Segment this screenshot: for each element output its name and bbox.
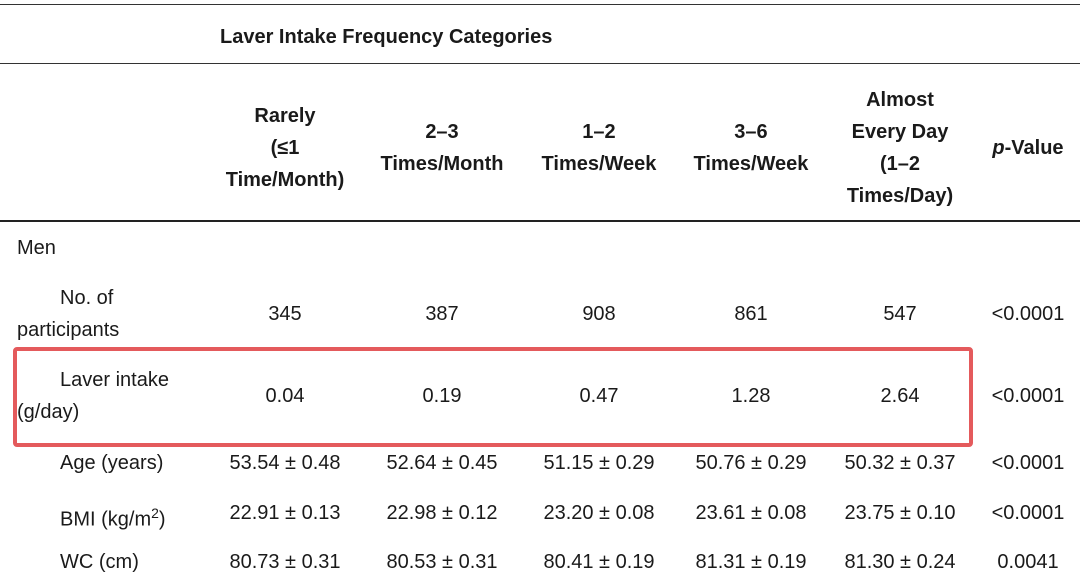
cell: 861 (734, 303, 768, 325)
cell: 0.19 (422, 385, 462, 407)
cell: 23.20 ± 0.08 (543, 502, 655, 524)
pvalue-cell: <0.0001 (991, 502, 1065, 524)
cell: 22.98 ± 0.12 (386, 502, 498, 524)
header-col-almost-every-day: Almost Every Day (1–2 Times/Day) (846, 89, 954, 207)
pvalue-cell: <0.0001 (991, 303, 1065, 325)
top-rule (0, 4, 1080, 5)
cell: 81.30 ± 0.24 (844, 551, 956, 573)
caption-title: Laver Intake Frequency Categories (220, 26, 553, 48)
cell: 908 (582, 303, 616, 325)
cell: 50.76 ± 0.29 (695, 452, 807, 474)
cell: 51.15 ± 0.29 (543, 452, 655, 474)
cell: 2.64 (880, 385, 920, 407)
header-col-rarely: Rarely (≤1 Time/Month) (225, 105, 345, 191)
row-label: BMI (kg/m2) (60, 505, 166, 531)
cell: 53.54 ± 0.48 (229, 452, 341, 474)
cell: 547 (883, 303, 917, 325)
cell: 81.31 ± 0.19 (695, 551, 807, 573)
section-label-men: Men (17, 237, 56, 259)
cell: 50.32 ± 0.37 (844, 452, 956, 474)
cell: 80.53 ± 0.31 (386, 551, 498, 573)
header-col-1-2-week: 1–2 Times/Week (541, 121, 657, 175)
header-col-pvalue: p-Value (992, 137, 1064, 159)
cell: 1.28 (731, 385, 771, 407)
cell: 387 (425, 303, 459, 325)
header-col-2-3-month: 2–3 Times/Month (380, 121, 504, 175)
cell: 80.73 ± 0.31 (229, 551, 341, 573)
row-label: No. of participants (17, 287, 120, 341)
row-label: WC (cm) (60, 551, 139, 573)
cell: 22.91 ± 0.13 (229, 502, 341, 524)
row-label: Laver intake (g/day) (17, 369, 169, 423)
cell: 0.47 (579, 385, 619, 407)
cell: 0.04 (265, 385, 305, 407)
pvalue-cell: 0.0041 (997, 551, 1059, 573)
row-label: Age (years) (60, 452, 164, 474)
cell: 23.75 ± 0.10 (844, 502, 956, 524)
cell: 52.64 ± 0.45 (386, 452, 498, 474)
cell: 345 (268, 303, 302, 325)
cell: 23.61 ± 0.08 (695, 502, 807, 524)
caption-rule (0, 63, 1080, 64)
cell: 80.41 ± 0.19 (543, 551, 655, 573)
pvalue-cell: <0.0001 (991, 452, 1065, 474)
header-col-3-6-week: 3–6 Times/Week (693, 121, 809, 175)
pvalue-cell: <0.0001 (991, 385, 1065, 407)
header-rule (0, 220, 1080, 222)
